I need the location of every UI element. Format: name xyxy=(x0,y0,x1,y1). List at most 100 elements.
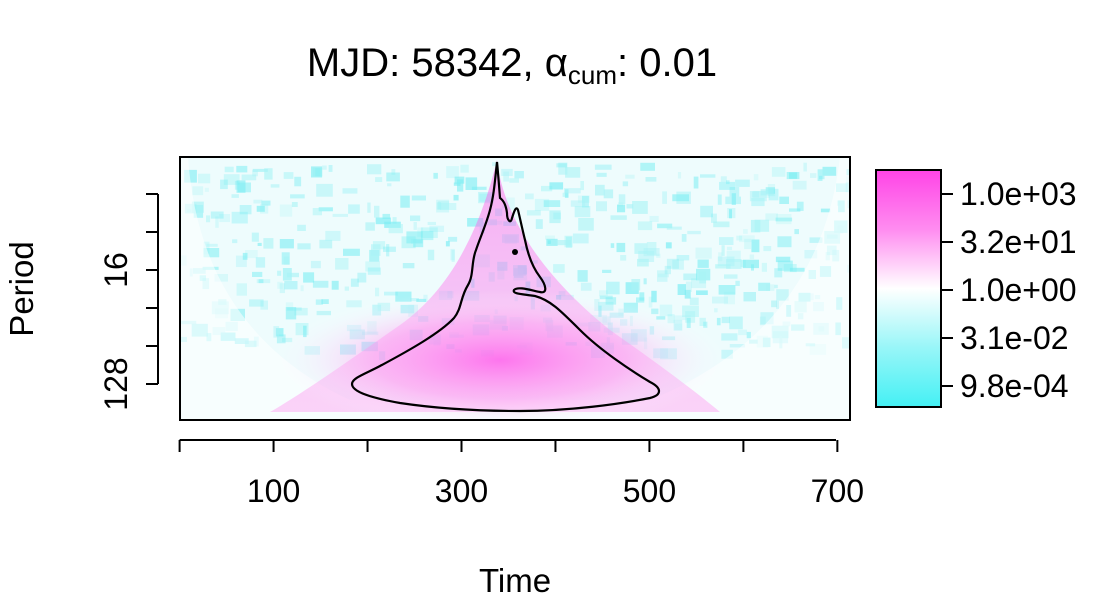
heatmap-cell xyxy=(257,242,262,246)
heatmap-cell xyxy=(796,201,804,211)
heatmap-cell xyxy=(804,250,818,259)
heatmap-cell xyxy=(541,185,553,192)
heatmap-cell xyxy=(260,300,268,310)
heatmap-cell xyxy=(332,213,348,217)
high-power-glow xyxy=(270,290,730,420)
heatmap-cell xyxy=(618,202,624,207)
title-suffix: : 0.01 xyxy=(617,41,717,85)
heatmap-cell xyxy=(683,273,697,281)
heatmap-cell xyxy=(775,256,791,263)
heatmap-cell xyxy=(436,202,442,210)
heatmap-cell xyxy=(776,300,779,309)
heatmap-cell xyxy=(758,282,771,291)
heatmap-cell xyxy=(514,171,524,179)
heatmap-cell xyxy=(789,267,805,272)
heatmap-cell xyxy=(440,203,457,210)
heatmap-cell xyxy=(718,285,736,295)
heatmap-cell xyxy=(742,259,759,269)
heatmap-cell xyxy=(672,194,689,202)
heatmap-cell xyxy=(749,254,755,260)
heatmap-cell xyxy=(746,331,751,339)
heatmap-cell xyxy=(595,184,605,196)
heatmap-cell xyxy=(402,263,415,269)
heatmap-cell xyxy=(699,271,706,284)
heatmap-cell xyxy=(610,215,627,220)
heatmap-cell xyxy=(577,270,588,282)
heatmap-cell xyxy=(256,279,271,284)
heatmap-cell xyxy=(691,278,707,289)
heatmap-cell xyxy=(693,176,699,189)
heatmap-cell xyxy=(191,201,204,213)
heatmap-cell xyxy=(639,292,645,301)
heatmap-cell xyxy=(715,264,731,269)
heatmap-cell xyxy=(766,284,775,291)
heatmap-cell xyxy=(809,237,823,243)
heatmap-cell xyxy=(649,215,659,222)
heatmap-cell xyxy=(236,283,247,296)
heatmap-cell xyxy=(371,244,381,256)
heatmap-cell xyxy=(657,223,673,229)
heatmap-cell xyxy=(427,221,436,225)
heatmap-cell xyxy=(382,213,391,219)
heatmap-cell xyxy=(252,271,263,277)
heatmap-cell xyxy=(817,169,823,181)
heatmap-cell xyxy=(343,248,360,256)
heatmap-cell xyxy=(751,191,759,198)
heatmap-cell xyxy=(231,211,248,224)
heatmap-cell xyxy=(637,258,649,267)
heatmap-cell xyxy=(582,195,589,208)
heatmap-cell xyxy=(281,252,290,265)
heatmap-cell xyxy=(279,204,293,217)
heatmap-cell xyxy=(640,162,655,171)
heatmap-cell xyxy=(599,290,608,297)
heatmap-cell xyxy=(300,285,304,292)
colorbar-ticks xyxy=(941,193,953,387)
heatmap-cell xyxy=(335,258,349,270)
heatmap-cell xyxy=(726,250,741,262)
y-tick-labels: 16 128 xyxy=(98,252,134,410)
heatmap-cell xyxy=(367,267,381,275)
significance-contour-dot xyxy=(512,249,518,255)
heatmap-cell xyxy=(750,219,761,233)
x-tick-label: 500 xyxy=(623,473,676,509)
heatmap-cell xyxy=(677,284,686,295)
heatmap-cell xyxy=(610,243,615,248)
heatmap-cell xyxy=(699,317,706,326)
heatmap-cell xyxy=(453,194,459,201)
heatmap-cell xyxy=(774,284,778,289)
heatmap-cell xyxy=(643,248,660,257)
heatmap-cell xyxy=(509,178,519,183)
heatmap-cell xyxy=(744,238,752,250)
heatmap-cell xyxy=(245,250,258,259)
heatmap-cell xyxy=(279,239,294,249)
heatmap-cell xyxy=(291,202,298,207)
heatmap-cell xyxy=(258,279,264,284)
heatmap-cell xyxy=(303,272,315,283)
heatmap-cell xyxy=(386,172,400,182)
heatmap-cell xyxy=(284,281,298,290)
heatmap-cell xyxy=(387,183,392,187)
x-axis-label: Time xyxy=(479,562,551,599)
heatmap-cell xyxy=(375,177,383,182)
heatmap-cell xyxy=(294,176,302,187)
heatmap-cell xyxy=(634,243,648,254)
heatmap-cell xyxy=(391,169,396,175)
heatmap-cell xyxy=(261,200,271,206)
heatmap-cell xyxy=(761,262,767,272)
heatmap-cell xyxy=(545,235,555,240)
heatmap-cell xyxy=(242,252,248,260)
heatmap-cell xyxy=(777,260,793,271)
heatmap-cell xyxy=(375,287,380,297)
colorbar-label: 1.0e+03 xyxy=(960,176,1077,212)
heatmap-cell xyxy=(577,195,590,203)
heatmap-cell xyxy=(596,201,607,212)
heatmap-cell xyxy=(632,201,648,214)
heatmap-cell xyxy=(386,244,390,257)
y-axis-label: Period xyxy=(3,241,40,336)
heatmap-cell xyxy=(774,268,783,278)
heatmap-cell xyxy=(346,300,362,308)
heatmap-cell xyxy=(564,235,573,248)
heatmap-cell xyxy=(492,162,497,167)
heatmap-cell xyxy=(350,278,359,287)
